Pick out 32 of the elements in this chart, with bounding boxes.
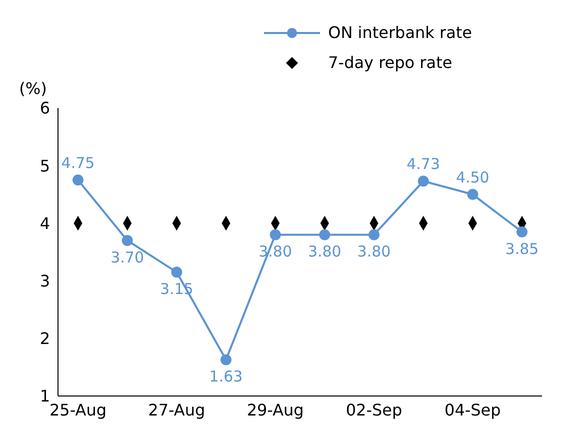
point bbox=[418, 176, 429, 187]
point bbox=[171, 266, 182, 278]
data-label: 4.50 bbox=[456, 168, 490, 186]
data-label: 4.75 bbox=[61, 154, 95, 172]
y-tick-label: 6 bbox=[40, 98, 50, 118]
y-axis-title: (%) bbox=[19, 79, 47, 98]
point bbox=[516, 226, 528, 238]
y-tick-label: 2 bbox=[40, 329, 50, 348]
point bbox=[270, 229, 281, 240]
point bbox=[220, 354, 232, 366]
x-tick-label: 25-Aug bbox=[49, 400, 107, 420]
y-tick-label: 1 bbox=[40, 386, 50, 406]
x-tick-label: 04-Sep bbox=[444, 400, 501, 420]
y-tick-label: 3 bbox=[40, 271, 50, 290]
point bbox=[467, 188, 478, 200]
point bbox=[122, 234, 133, 246]
data-label: 3.80 bbox=[357, 242, 391, 261]
legend-label: ON interbank rate bbox=[328, 22, 472, 44]
point bbox=[368, 229, 380, 240]
data-label: 3.85 bbox=[505, 240, 539, 258]
legend-label: 7-day repo rate bbox=[328, 52, 452, 74]
data-label: 3.70 bbox=[110, 248, 144, 266]
point bbox=[72, 174, 84, 186]
data-label: 1.63 bbox=[209, 368, 243, 386]
point bbox=[319, 229, 330, 240]
x-tick-label: 29-Aug bbox=[246, 400, 304, 420]
data-label: 4.73 bbox=[406, 155, 440, 174]
y-tick-label: 5 bbox=[40, 156, 50, 176]
x-tick-label: 02-Sep bbox=[346, 400, 402, 420]
x-tick-label: 27-Aug bbox=[148, 400, 206, 420]
data-label: 3.80 bbox=[308, 242, 342, 261]
y-tick-label: 4 bbox=[40, 214, 50, 233]
